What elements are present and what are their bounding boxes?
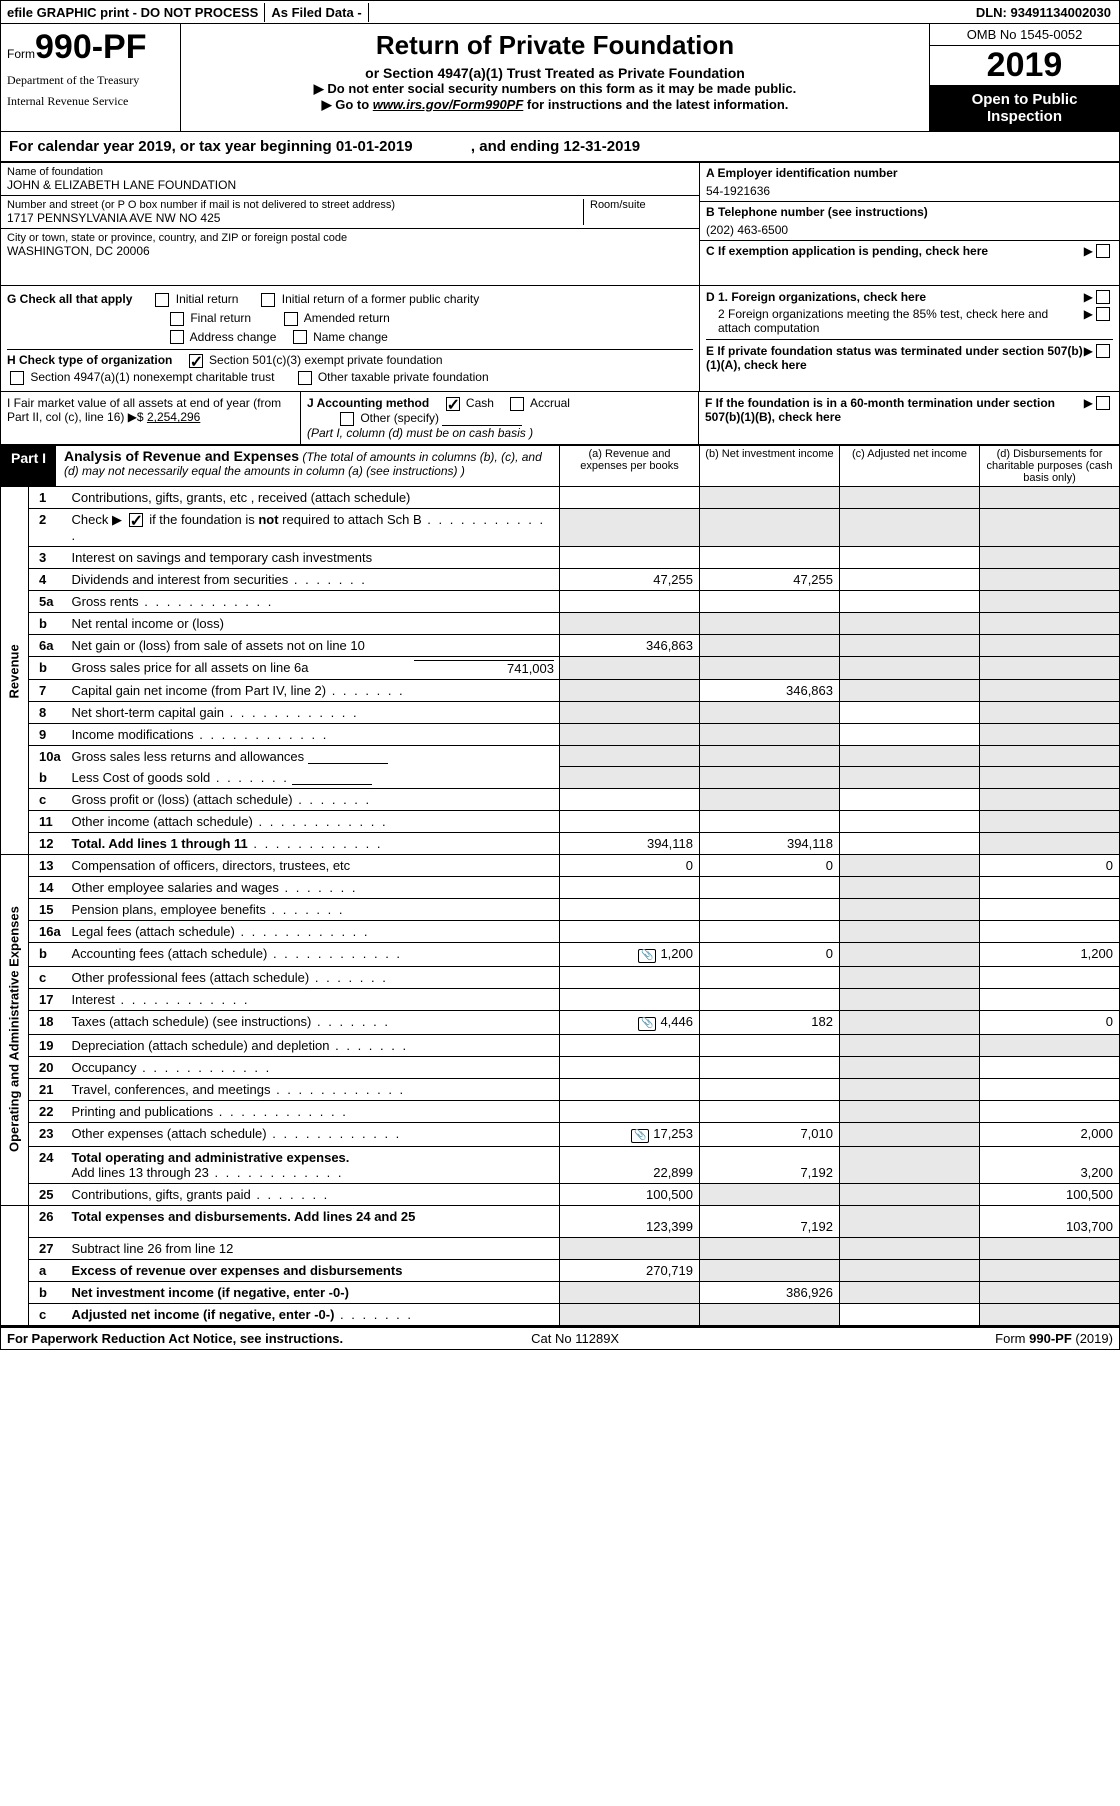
phone-cell: B Telephone number (see instructions) (2… bbox=[700, 202, 1119, 241]
header-right: OMB No 1545-0052 2019 Open to Public Ins… bbox=[929, 24, 1119, 131]
exemption-pending-cell: C If exemption application is pending, c… bbox=[700, 241, 1119, 261]
revenue-side-label: Revenue bbox=[1, 487, 29, 855]
city-cell: City or town, state or province, country… bbox=[1, 229, 699, 285]
e-checkbox[interactable] bbox=[1096, 344, 1110, 358]
attach-icon[interactable]: 📎 bbox=[638, 1017, 656, 1031]
note-2: ▶ Go to www.irs.gov/Form990PF for instru… bbox=[191, 97, 919, 113]
col-a-header: (a) Revenue and expenses per books bbox=[559, 446, 699, 486]
d2-checkbox[interactable] bbox=[1096, 307, 1110, 321]
page-footer: For Paperwork Reduction Act Notice, see … bbox=[0, 1326, 1120, 1350]
open-inspection: Open to Public Inspection bbox=[930, 85, 1119, 131]
cash-checkbox[interactable] bbox=[446, 397, 460, 411]
part-1-table: Revenue 1Contributions, gifts, grants, e… bbox=[0, 487, 1120, 1326]
other-method-checkbox[interactable] bbox=[340, 412, 354, 426]
form-title: Return of Private Foundation bbox=[191, 30, 919, 61]
col-d-header: (d) Disbursements for charitable purpose… bbox=[979, 446, 1119, 486]
d1-checkbox[interactable] bbox=[1096, 290, 1110, 304]
f-checkbox[interactable] bbox=[1096, 396, 1110, 410]
header-mid: Return of Private Foundation or Section … bbox=[181, 24, 929, 131]
top-bar: efile GRAPHIC print - DO NOT PROCESS As … bbox=[0, 0, 1120, 24]
other-taxable-checkbox[interactable] bbox=[298, 371, 312, 385]
col-b-header: (b) Net investment income bbox=[699, 446, 839, 486]
irs-link[interactable]: www.irs.gov/Form990PF bbox=[373, 97, 524, 112]
section-g: G Check all that apply Initial return In… bbox=[0, 285, 1120, 392]
ein-cell: A Employer identification number 54-1921… bbox=[700, 163, 1119, 202]
501c3-checkbox[interactable] bbox=[189, 354, 203, 368]
calendar-year-line: For calendar year 2019, or tax year begi… bbox=[0, 132, 1120, 163]
amended-return-checkbox[interactable] bbox=[284, 312, 298, 326]
entity-info: Name of foundation JOHN & ELIZABETH LANE… bbox=[0, 163, 1120, 285]
efile-label: efile GRAPHIC print - DO NOT PROCESS bbox=[1, 3, 265, 22]
schb-checkbox[interactable] bbox=[129, 513, 143, 527]
omb-number: OMB No 1545-0052 bbox=[930, 24, 1119, 46]
address-change-checkbox[interactable] bbox=[170, 330, 184, 344]
foundation-name-cell: Name of foundation JOHN & ELIZABETH LANE… bbox=[1, 163, 699, 196]
dln: DLN: 93491134002030 bbox=[968, 3, 1119, 22]
asfiled-label: As Filed Data - bbox=[265, 3, 368, 22]
header-left: Form990-PF Department of the Treasury In… bbox=[1, 24, 181, 131]
section-i: I Fair market value of all assets at end… bbox=[0, 392, 1120, 446]
attach-icon[interactable]: 📎 bbox=[638, 949, 656, 963]
initial-former-checkbox[interactable] bbox=[261, 293, 275, 307]
attach-icon[interactable]: 📎 bbox=[631, 1129, 649, 1143]
4947-checkbox[interactable] bbox=[10, 371, 24, 385]
note-1: ▶ Do not enter social security numbers o… bbox=[191, 81, 919, 97]
expenses-side-label: Operating and Administrative Expenses bbox=[1, 854, 29, 1205]
form-header: Form990-PF Department of the Treasury In… bbox=[0, 24, 1120, 132]
form-subtitle: or Section 4947(a)(1) Trust Treated as P… bbox=[191, 65, 919, 81]
part-1-header: Part I Analysis of Revenue and Expenses … bbox=[0, 446, 1120, 487]
tax-year: 2019 bbox=[930, 46, 1119, 85]
name-change-checkbox[interactable] bbox=[293, 330, 307, 344]
accrual-checkbox[interactable] bbox=[510, 397, 524, 411]
exemption-checkbox[interactable] bbox=[1096, 244, 1110, 258]
initial-return-checkbox[interactable] bbox=[155, 293, 169, 307]
address-cell: Number and street (or P O box number if … bbox=[1, 196, 699, 229]
col-c-header: (c) Adjusted net income bbox=[839, 446, 979, 486]
final-return-checkbox[interactable] bbox=[170, 312, 184, 326]
